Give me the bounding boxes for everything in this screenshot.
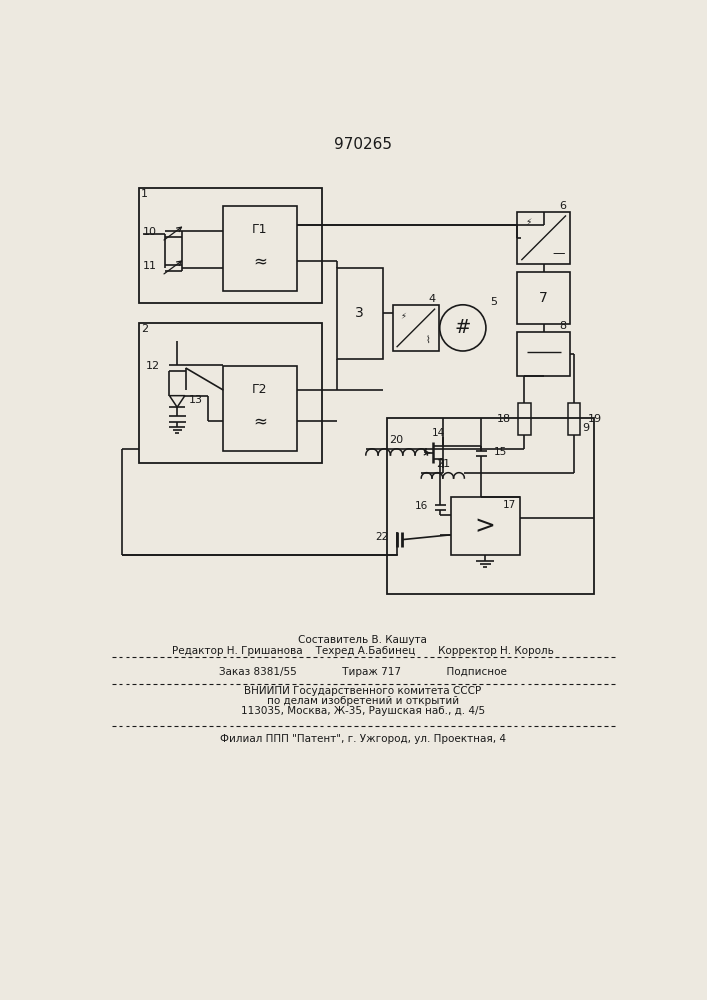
Text: —: — <box>553 247 566 260</box>
Bar <box>450 497 520 555</box>
Bar <box>518 403 530 435</box>
Bar <box>223 366 296 451</box>
Text: 9: 9 <box>583 423 590 433</box>
Text: 8: 8 <box>559 321 566 331</box>
Text: 10: 10 <box>142 227 156 237</box>
Text: ≈: ≈ <box>253 412 267 430</box>
Text: 113035, Москва, Ж-35, Раушская наб., д. 4/5: 113035, Москва, Ж-35, Раушская наб., д. … <box>240 706 485 716</box>
Text: 1: 1 <box>141 189 148 199</box>
Text: ⚡: ⚡ <box>401 311 407 320</box>
Bar <box>518 212 570 264</box>
Text: ⌇: ⌇ <box>426 335 431 345</box>
Text: по делам изобретений и открытий: по делам изобретений и открытий <box>267 696 459 706</box>
Text: 21: 21 <box>436 459 450 469</box>
Bar <box>393 305 439 351</box>
Bar <box>518 332 570 376</box>
Text: 7: 7 <box>539 291 548 305</box>
Bar <box>568 403 580 435</box>
Text: Г1: Г1 <box>252 223 268 236</box>
Bar <box>139 323 322 463</box>
Text: 16: 16 <box>415 501 428 511</box>
Text: 15: 15 <box>493 447 507 457</box>
Text: >: > <box>474 514 496 538</box>
Bar <box>387 418 595 594</box>
Text: 18: 18 <box>496 414 510 424</box>
Text: Г2: Г2 <box>252 383 268 396</box>
Text: ≈: ≈ <box>253 252 267 270</box>
Text: 4: 4 <box>428 294 435 304</box>
Text: 14: 14 <box>431 428 445 438</box>
Text: 19: 19 <box>588 414 602 424</box>
Text: Филиал ППП "Патент", г. Ужгород, ул. Проектная, 4: Филиал ППП "Патент", г. Ужгород, ул. Про… <box>220 734 506 744</box>
Bar <box>337 268 382 359</box>
Bar <box>223 206 296 291</box>
Text: Составитель В. Кашута: Составитель В. Кашута <box>298 635 427 645</box>
Text: 5: 5 <box>490 297 497 307</box>
Text: 20: 20 <box>390 435 404 445</box>
Bar <box>518 272 570 324</box>
Text: Заказ 8381/55              Тираж 717              Подписное: Заказ 8381/55 Тираж 717 Подписное <box>218 667 507 677</box>
Text: 13: 13 <box>189 395 203 405</box>
Text: ⚡: ⚡ <box>525 218 532 227</box>
Text: ВНИИПИ Государственного комитета СССР: ВНИИПИ Государственного комитета СССР <box>244 686 481 696</box>
Text: #: # <box>455 318 471 337</box>
Text: Редактор Н. Гришанова    Техред А.Бабинец       Корректор Н. Король: Редактор Н. Гришанова Техред А.Бабинец К… <box>172 646 554 656</box>
Text: 12: 12 <box>146 361 160 371</box>
Text: 6: 6 <box>559 201 566 211</box>
Text: 17: 17 <box>503 500 516 510</box>
Text: 3: 3 <box>355 306 364 320</box>
Text: 22: 22 <box>375 532 389 542</box>
Text: 970265: 970265 <box>334 137 392 152</box>
Text: 11: 11 <box>142 261 156 271</box>
Text: 2: 2 <box>141 324 148 334</box>
Bar <box>139 188 322 303</box>
